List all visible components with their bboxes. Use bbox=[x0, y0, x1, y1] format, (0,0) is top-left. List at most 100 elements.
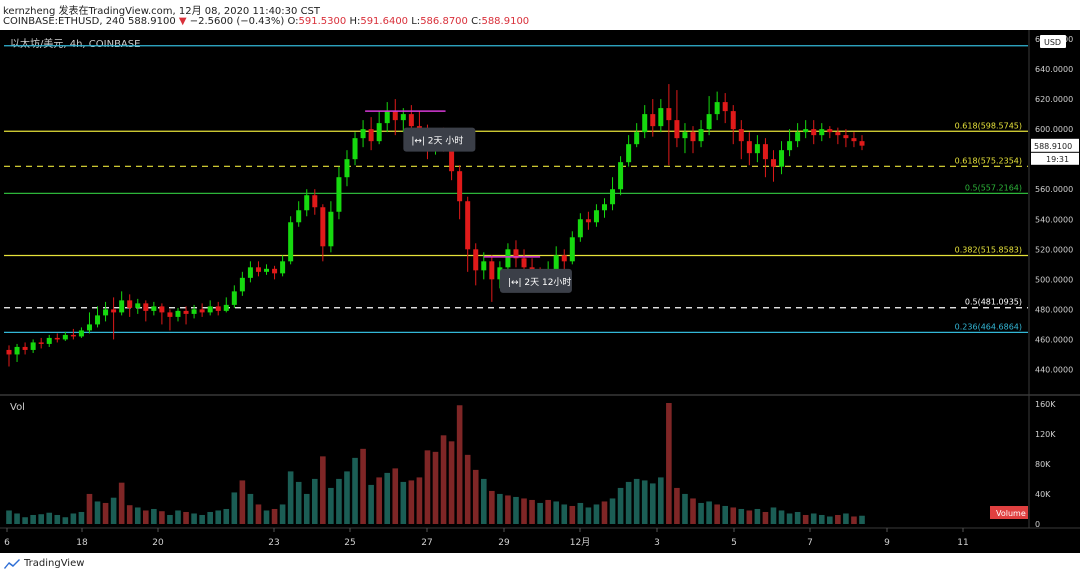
volume-bar bbox=[175, 510, 181, 524]
symbol-info: COINBASE:ETHUSD, 240 588.9100 ▼ −2.5600 … bbox=[3, 16, 529, 27]
pane-title: 以太坊/美元, 4h, COINBASE bbox=[10, 37, 140, 50]
volume-bar bbox=[134, 507, 141, 524]
candle-body bbox=[215, 306, 221, 311]
time-tick-label: 11 bbox=[957, 538, 968, 548]
volume-bar bbox=[529, 499, 535, 524]
candle-body bbox=[553, 255, 559, 271]
volume-bar bbox=[489, 490, 495, 524]
price-change: −2.5600 (−0.43%) bbox=[189, 16, 285, 27]
volume-bar bbox=[593, 504, 600, 524]
tradingview-logo[interactable]: TradingView bbox=[4, 558, 84, 569]
candle-body bbox=[95, 315, 101, 325]
candle-body bbox=[46, 337, 52, 344]
candle-body bbox=[601, 204, 607, 211]
price-tick-label: 440.0000 bbox=[1035, 365, 1073, 374]
candle-body bbox=[497, 267, 503, 280]
candle-body bbox=[304, 195, 310, 211]
candle-body bbox=[770, 159, 776, 167]
time-measure-label: |↔| 2天 小时 bbox=[411, 135, 463, 147]
volume-bar bbox=[658, 477, 664, 524]
time-tick-label: 29 bbox=[498, 538, 510, 548]
candle-body bbox=[296, 210, 302, 223]
price-tick-label: 640.0000 bbox=[1035, 65, 1073, 74]
volume-bar bbox=[778, 510, 785, 524]
time-tick-label: 25 bbox=[344, 538, 355, 548]
time-tick-label: 12月 bbox=[570, 537, 590, 548]
candle-body bbox=[312, 195, 318, 208]
brand-label: TradingView bbox=[24, 558, 85, 569]
price-tick-label: 460.0000 bbox=[1035, 335, 1073, 344]
candle-body bbox=[30, 342, 36, 350]
fib-level-label: 0.5(557.2164) bbox=[965, 183, 1022, 192]
candle-body bbox=[376, 123, 382, 142]
candle-body bbox=[658, 108, 664, 127]
candle-body bbox=[70, 334, 76, 337]
volume-bar bbox=[167, 514, 173, 524]
volume-bar bbox=[505, 495, 511, 524]
candle-body bbox=[811, 129, 817, 136]
volume-bar bbox=[303, 493, 310, 524]
candle-body bbox=[795, 132, 801, 142]
candle-body bbox=[738, 129, 744, 142]
volume-bar bbox=[609, 498, 616, 524]
candle-body bbox=[666, 108, 672, 121]
volume-bar bbox=[94, 501, 101, 524]
candle-body bbox=[127, 300, 133, 308]
candle-body bbox=[561, 255, 567, 262]
candle-body bbox=[223, 304, 229, 311]
volume-bar bbox=[110, 497, 117, 524]
candle-body bbox=[272, 268, 278, 274]
volume-bar bbox=[682, 493, 688, 524]
volume-bar bbox=[424, 450, 431, 524]
candle-body bbox=[706, 114, 712, 130]
chart-area[interactable]: 以太坊/美元, 4h, COINBASE Vol 0.236(464.6864)… bbox=[0, 30, 1080, 553]
candle-body bbox=[642, 114, 648, 133]
close-label: C: bbox=[471, 16, 482, 27]
publish-info: kernzheng 发表在TradingView.com, 12月 08, 20… bbox=[3, 6, 321, 17]
volume-bar bbox=[376, 477, 382, 524]
low-value: 586.8700 bbox=[420, 16, 468, 27]
volume-bar bbox=[440, 435, 447, 524]
volume-bar bbox=[183, 511, 189, 524]
time-tick-label: 3 bbox=[654, 538, 660, 548]
candle-body bbox=[207, 306, 213, 313]
candle-body bbox=[151, 306, 157, 311]
candle-body bbox=[819, 129, 825, 136]
current-price-label: 588.9100 bbox=[1034, 142, 1072, 151]
volume-bar bbox=[231, 492, 238, 524]
time-measure-label: |↔| 2天 12小时 bbox=[508, 276, 572, 288]
candle-body bbox=[400, 114, 406, 121]
volume-bar bbox=[70, 513, 77, 524]
candle-body bbox=[593, 210, 599, 223]
volume-bar bbox=[207, 511, 213, 524]
price-tick-label: 560.0000 bbox=[1035, 185, 1073, 194]
candle-body bbox=[835, 132, 841, 136]
candle-body bbox=[344, 159, 350, 178]
candle-body bbox=[191, 309, 197, 314]
candle-body bbox=[54, 337, 60, 340]
volume-bar bbox=[408, 480, 415, 524]
candle-body bbox=[787, 141, 793, 151]
volume-bar bbox=[786, 513, 793, 524]
candle-body bbox=[746, 141, 752, 154]
candle-body bbox=[103, 309, 109, 316]
volume-bar bbox=[633, 478, 640, 524]
volume-badge bbox=[990, 506, 1028, 519]
candle-body bbox=[489, 261, 495, 280]
volume-bar bbox=[62, 517, 69, 524]
volume-bar bbox=[835, 514, 841, 524]
candle-body bbox=[674, 120, 680, 139]
volume-tick-label: 80K bbox=[1035, 460, 1051, 469]
candle-body bbox=[730, 111, 736, 130]
price-tick-label: 500.0000 bbox=[1035, 275, 1073, 284]
candle-body bbox=[320, 207, 326, 247]
currency-label: USD bbox=[1044, 38, 1061, 47]
candle-body bbox=[143, 303, 149, 311]
candle-body bbox=[384, 111, 390, 124]
volume-bar bbox=[722, 505, 728, 524]
price-tick-label: 480.0000 bbox=[1035, 305, 1073, 314]
candle-body bbox=[22, 346, 28, 350]
candlestick-chart[interactable]: 以太坊/美元, 4h, COINBASE Vol 0.236(464.6864)… bbox=[0, 30, 1080, 553]
time-measure-box bbox=[499, 268, 572, 293]
volume-bar bbox=[794, 511, 801, 524]
